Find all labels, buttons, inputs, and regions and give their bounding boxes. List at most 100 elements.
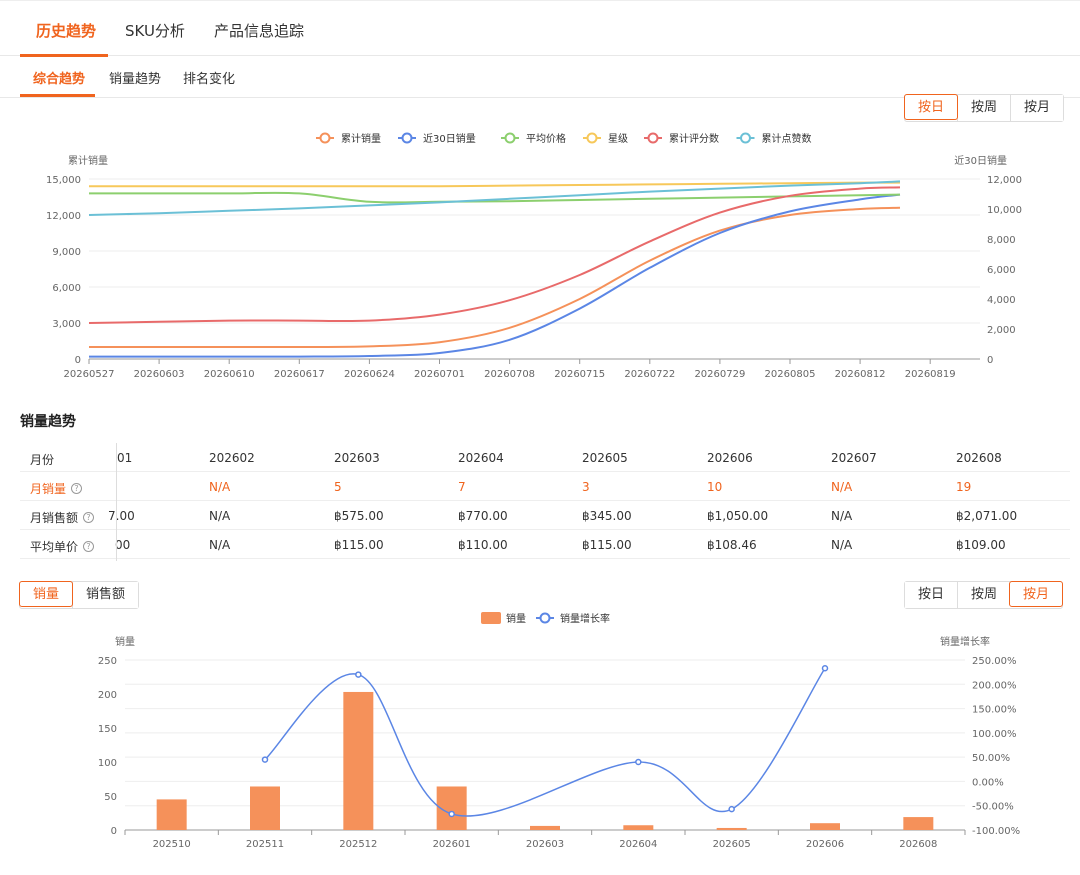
legend-label: 销量增长率 xyxy=(560,612,610,625)
x-tick-label: 202510 xyxy=(153,839,191,850)
left-axis-title: 累计销量 xyxy=(68,154,108,167)
table-cell: ฿108.46 xyxy=(707,538,757,552)
x-tick-label: 20260729 xyxy=(694,369,745,380)
metric-sales-revenue-button[interactable]: 销售额 xyxy=(72,582,139,608)
legend-marker-icon xyxy=(586,132,598,144)
table-cell: 10 xyxy=(707,480,723,494)
series-line xyxy=(88,186,901,324)
tab-product-tracking[interactable]: 产品信息追踪 xyxy=(214,22,305,40)
sales-bar xyxy=(810,823,840,830)
growth-rate-point xyxy=(355,671,362,678)
by-day-button[interactable]: 按日 xyxy=(905,582,958,608)
metric-sales-volume-button[interactable]: 销量 xyxy=(19,581,74,607)
x-tick-label: 202604 xyxy=(619,839,657,850)
y2-tick-label: 2,000 xyxy=(987,325,1016,336)
by-day-button[interactable]: 按日 xyxy=(904,94,959,120)
table-cell: 5 xyxy=(334,480,342,494)
y2-tick-label: 250.00% xyxy=(972,656,1017,667)
x-tick-label: 20260610 xyxy=(204,369,255,380)
y2-tick-label: -100.00% xyxy=(972,826,1020,837)
x-tick-label: 20260708 xyxy=(484,369,535,380)
by-month-button[interactable]: 按月 xyxy=(1009,581,1064,607)
x-tick-label: 202511 xyxy=(246,839,284,850)
x-tick-label: 20260624 xyxy=(344,369,395,380)
table-cell: N/A xyxy=(831,509,853,523)
y-tick-label: 0 xyxy=(111,826,117,837)
y-tick-label: 250 xyxy=(98,656,117,667)
help-icon[interactable]: ? xyxy=(83,541,95,552)
series-line xyxy=(88,206,901,349)
right-axis-title: 销量增长率 xyxy=(940,635,990,648)
y2-tick-label: 0.00% xyxy=(972,777,1004,788)
tab-history-trend[interactable]: 历史趋势 xyxy=(36,22,97,40)
sales-bar xyxy=(343,691,374,830)
x-tick-label: 202608 xyxy=(899,839,937,850)
column-header: 202602 xyxy=(209,451,255,465)
series-line xyxy=(89,181,901,188)
y-tick-label: 100 xyxy=(98,758,117,769)
help-icon[interactable]: ? xyxy=(83,512,95,523)
x-tick-label: 20260819 xyxy=(905,369,956,380)
x-tick-label: 20260715 xyxy=(554,369,605,380)
x-tick-label: 202512 xyxy=(339,839,377,850)
column-header: 202605 xyxy=(582,451,628,465)
sales-bar xyxy=(903,817,934,830)
metric-switch: 销量 销售额 xyxy=(19,581,140,609)
table-cell: N/A xyxy=(209,538,231,552)
subtab-rank-change[interactable]: 排名变化 xyxy=(183,72,236,87)
y2-tick-label: 0 xyxy=(987,355,993,366)
legend-label: 星级 xyxy=(608,133,628,145)
row-label-monthly-sales: 月销量 xyxy=(30,482,67,496)
row-label-average-price: 平均单价 xyxy=(30,540,79,554)
table-sticky-divider xyxy=(116,443,117,561)
left-axis-title: 销量 xyxy=(115,635,135,648)
legend-label: 平均价格 xyxy=(526,132,566,145)
legend-label: 销量 xyxy=(506,612,526,625)
monthly-sales-table: 月份 01 202602 202603 202604 202605 202606… xyxy=(20,443,1070,559)
active-tab-indicator xyxy=(20,54,108,57)
by-week-button[interactable]: 按周 xyxy=(957,95,1011,121)
table-cell: N/A xyxy=(209,509,231,523)
growth-rate-point xyxy=(821,665,829,672)
sales-bar xyxy=(716,827,747,830)
subtab-overall-trend[interactable]: 综合趋势 xyxy=(33,72,86,87)
table-cell: ฿345.00 xyxy=(582,509,632,523)
help-icon[interactable]: ? xyxy=(71,483,83,494)
legend-marker-icon xyxy=(647,132,659,144)
x-tick-label: 20260812 xyxy=(835,369,886,380)
column-header: 202608 xyxy=(956,451,1002,465)
growth-rate-point xyxy=(261,756,269,763)
subtab-sales-trend[interactable]: 销量趋势 xyxy=(109,72,162,87)
row-label-monthly-revenue: 月销售额 xyxy=(30,511,79,525)
series-line xyxy=(88,193,901,358)
x-tick-label: 202606 xyxy=(806,839,844,850)
month-header-label: 月份 xyxy=(30,453,55,467)
y2-tick-label: 200.00% xyxy=(972,680,1017,691)
tab-sku-analysis[interactable]: SKU分析 xyxy=(125,22,185,40)
column-header: 202607 xyxy=(831,451,877,465)
legend-label: 累计评分数 xyxy=(669,132,719,145)
y-tick-label: 150 xyxy=(98,724,117,735)
legend-marker-icon xyxy=(401,132,413,144)
y2-tick-label: 10,000 xyxy=(987,205,1022,216)
by-month-button[interactable]: 按月 xyxy=(1010,95,1064,121)
legend-label: 累计销量 xyxy=(341,132,381,145)
table-cell: 7.00 xyxy=(108,509,135,523)
section-title-sales-trend: 销量趋势 xyxy=(20,414,76,430)
sales-bar xyxy=(156,799,187,830)
x-tick-label: 20260527 xyxy=(64,369,115,380)
table-cell: ฿2,071.00 xyxy=(956,509,1018,523)
legend-label: 近30日销量 xyxy=(423,132,476,145)
legend-marker-icon xyxy=(740,132,751,144)
y-tick-label: 50 xyxy=(104,792,117,803)
growth-rate-line xyxy=(264,667,826,817)
y2-tick-label: 8,000 xyxy=(987,235,1016,246)
by-week-button[interactable]: 按周 xyxy=(957,582,1011,608)
y-tick-label: 0 xyxy=(75,355,81,366)
growth-rate-point xyxy=(635,758,642,766)
table-cell: ฿1,050.00 xyxy=(707,509,769,523)
table-cell: 7 xyxy=(458,480,466,494)
legend-marker-icon xyxy=(539,612,551,624)
